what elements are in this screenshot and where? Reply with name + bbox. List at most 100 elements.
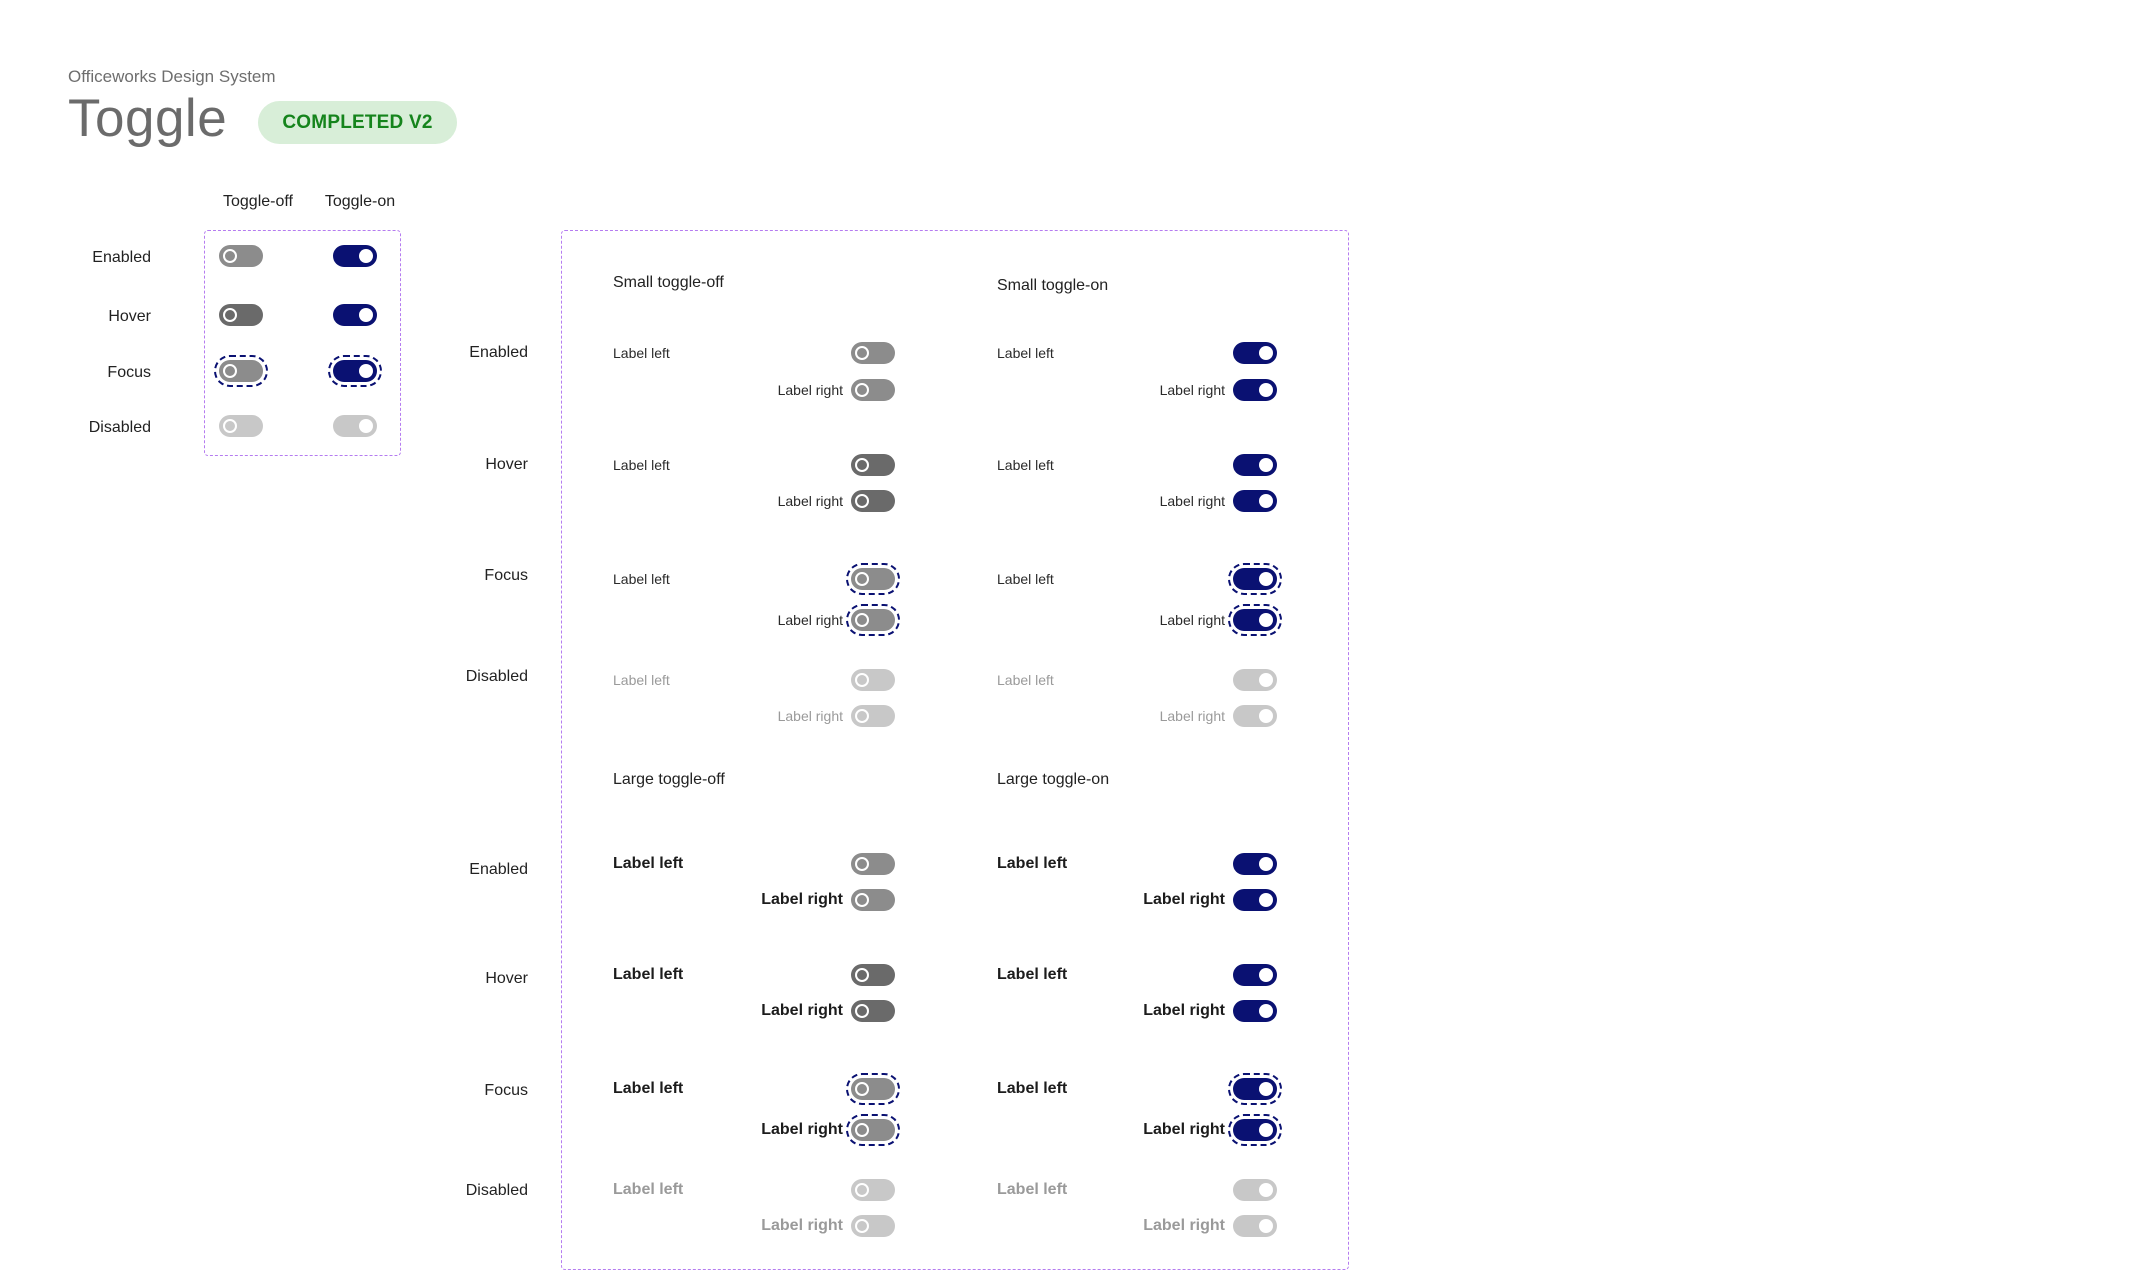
small-label-left-off-disabled: Label left [613, 672, 670, 688]
large-label-left-off-enabled: Label left [613, 855, 684, 872]
large-toggle-on-focus-label-right[interactable] [1228, 1114, 1282, 1146]
large-label-left-on-enabled: Label left [997, 855, 1068, 872]
toggle-knob [1259, 1004, 1273, 1018]
small-label-left-on-hover: Label left [997, 457, 1054, 473]
toggle-knob [223, 249, 237, 263]
small-toggle-on-focus-label-left[interactable] [1228, 563, 1282, 595]
small-toggle-on-hover-label-right[interactable] [1233, 490, 1277, 512]
basic-toggle-on-hover[interactable] [333, 304, 377, 326]
section-heading-small-off: Small toggle-off [613, 274, 724, 291]
section-heading-large-on: Large toggle-on [997, 771, 1110, 788]
toggle-knob [1259, 494, 1273, 508]
toggle-knob [1259, 893, 1273, 907]
small-label-right-on-disabled: Label right [1159, 708, 1225, 724]
large-label-right-on-focus: Label right [1143, 1121, 1225, 1138]
row-label-hover: Hover [108, 308, 151, 325]
large-row-label-disabled: Disabled [465, 1182, 528, 1199]
variants-frame [561, 230, 1349, 1270]
large-toggle-on-enabled-label-left[interactable] [1233, 853, 1277, 875]
large-toggle-on-focus-label-left[interactable] [1228, 1073, 1282, 1105]
small-label-left-on-focus: Label left [997, 571, 1054, 587]
toggle-knob [1259, 709, 1273, 723]
small-toggle-off-enabled-label-left[interactable] [851, 342, 895, 364]
small-toggle-off-hover-label-left[interactable] [851, 454, 895, 476]
row-label-focus: Focus [107, 364, 151, 381]
design-system-name: Officeworks Design System [68, 67, 276, 86]
small-toggle-off-focus-label-left[interactable] [846, 563, 900, 595]
small-row-label-enabled: Enabled [469, 344, 528, 361]
toggle-knob [1259, 968, 1273, 982]
large-toggle-off-enabled-label-left[interactable] [851, 853, 895, 875]
large-toggle-on-enabled-label-right[interactable] [1233, 889, 1277, 911]
toggle-knob [1259, 1082, 1273, 1096]
large-toggle-off-focus-label-right[interactable] [846, 1114, 900, 1146]
toggle-knob [855, 1219, 869, 1233]
toggle-knob [855, 494, 869, 508]
large-label-right-off-focus: Label right [761, 1121, 843, 1138]
toggle-knob [855, 857, 869, 871]
large-row-label-enabled: Enabled [469, 861, 528, 878]
toggle-knob [855, 346, 869, 360]
small-toggle-off-disabled-label-left [851, 669, 895, 691]
status-badge: COMPLETED V2 [258, 101, 457, 144]
large-label-left-off-disabled: Label left [613, 1181, 684, 1198]
basic-toggle-on-focus[interactable] [328, 355, 382, 387]
small-toggle-off-disabled-label-right [851, 705, 895, 727]
small-toggle-on-enabled-label-left[interactable] [1233, 342, 1277, 364]
small-label-left-on-enabled: Label left [997, 345, 1054, 361]
basic-toggle-off-enabled[interactable] [219, 245, 263, 267]
large-toggle-on-disabled-label-left [1233, 1179, 1277, 1201]
large-label-left-on-disabled: Label left [997, 1181, 1068, 1198]
small-label-right-off-disabled: Label right [777, 708, 843, 724]
large-toggle-off-enabled-label-right[interactable] [851, 889, 895, 911]
toggle-knob [1259, 613, 1273, 627]
large-toggle-off-hover-label-right[interactable] [851, 1000, 895, 1022]
basic-toggle-off-focus[interactable] [214, 355, 268, 387]
small-toggle-on-hover-label-left[interactable] [1233, 454, 1277, 476]
toggle-knob [855, 709, 869, 723]
large-label-right-off-disabled: Label right [761, 1217, 843, 1234]
toggle-knob [855, 893, 869, 907]
small-label-right-on-enabled: Label right [1159, 382, 1225, 398]
large-label-right-on-disabled: Label right [1143, 1217, 1225, 1234]
section-heading-small-on: Small toggle-on [997, 277, 1109, 294]
row-label-enabled: Enabled [92, 249, 151, 266]
large-toggle-off-hover-label-left[interactable] [851, 964, 895, 986]
basic-toggle-frame [204, 230, 401, 456]
toggle-knob [1259, 383, 1273, 397]
toggle-knob [1259, 458, 1273, 472]
small-toggle-on-focus-label-right[interactable] [1228, 604, 1282, 636]
large-toggle-on-disabled-label-right [1233, 1215, 1277, 1237]
large-label-left-on-focus: Label left [997, 1080, 1068, 1097]
small-label-right-on-hover: Label right [1159, 493, 1225, 509]
toggle-knob [855, 1004, 869, 1018]
large-row-label-focus: Focus [484, 1082, 528, 1099]
basic-toggle-off-hover[interactable] [219, 304, 263, 326]
small-label-left-off-enabled: Label left [613, 345, 670, 361]
small-toggle-off-enabled-label-right[interactable] [851, 379, 895, 401]
small-toggle-on-enabled-label-right[interactable] [1233, 379, 1277, 401]
toggle-knob [1259, 572, 1273, 586]
basic-toggle-on-enabled[interactable] [333, 245, 377, 267]
toggle-knob [855, 1082, 869, 1096]
large-toggle-off-focus-label-left[interactable] [846, 1073, 900, 1105]
small-toggle-off-hover-label-right[interactable] [851, 490, 895, 512]
small-label-right-off-hover: Label right [777, 493, 843, 509]
toggle-knob [1259, 346, 1273, 360]
small-label-right-off-focus: Label right [777, 612, 843, 628]
small-label-left-off-hover: Label left [613, 457, 670, 473]
large-toggle-on-hover-label-right[interactable] [1233, 1000, 1277, 1022]
column-header-toggle-off: Toggle-off [223, 193, 293, 210]
row-label-disabled: Disabled [88, 419, 151, 436]
large-label-right-off-enabled: Label right [761, 891, 843, 908]
toggle-knob [855, 968, 869, 982]
large-toggle-on-hover-label-left[interactable] [1233, 964, 1277, 986]
large-toggle-off-disabled-label-left [851, 1179, 895, 1201]
toggle-knob [855, 572, 869, 586]
large-row-label-hover: Hover [485, 970, 528, 987]
small-row-label-disabled: Disabled [465, 668, 528, 685]
small-label-right-on-focus: Label right [1159, 612, 1225, 628]
small-toggle-off-focus-label-right[interactable] [846, 604, 900, 636]
column-header-toggle-on: Toggle-on [324, 193, 396, 210]
large-label-right-off-hover: Label right [761, 1002, 843, 1019]
